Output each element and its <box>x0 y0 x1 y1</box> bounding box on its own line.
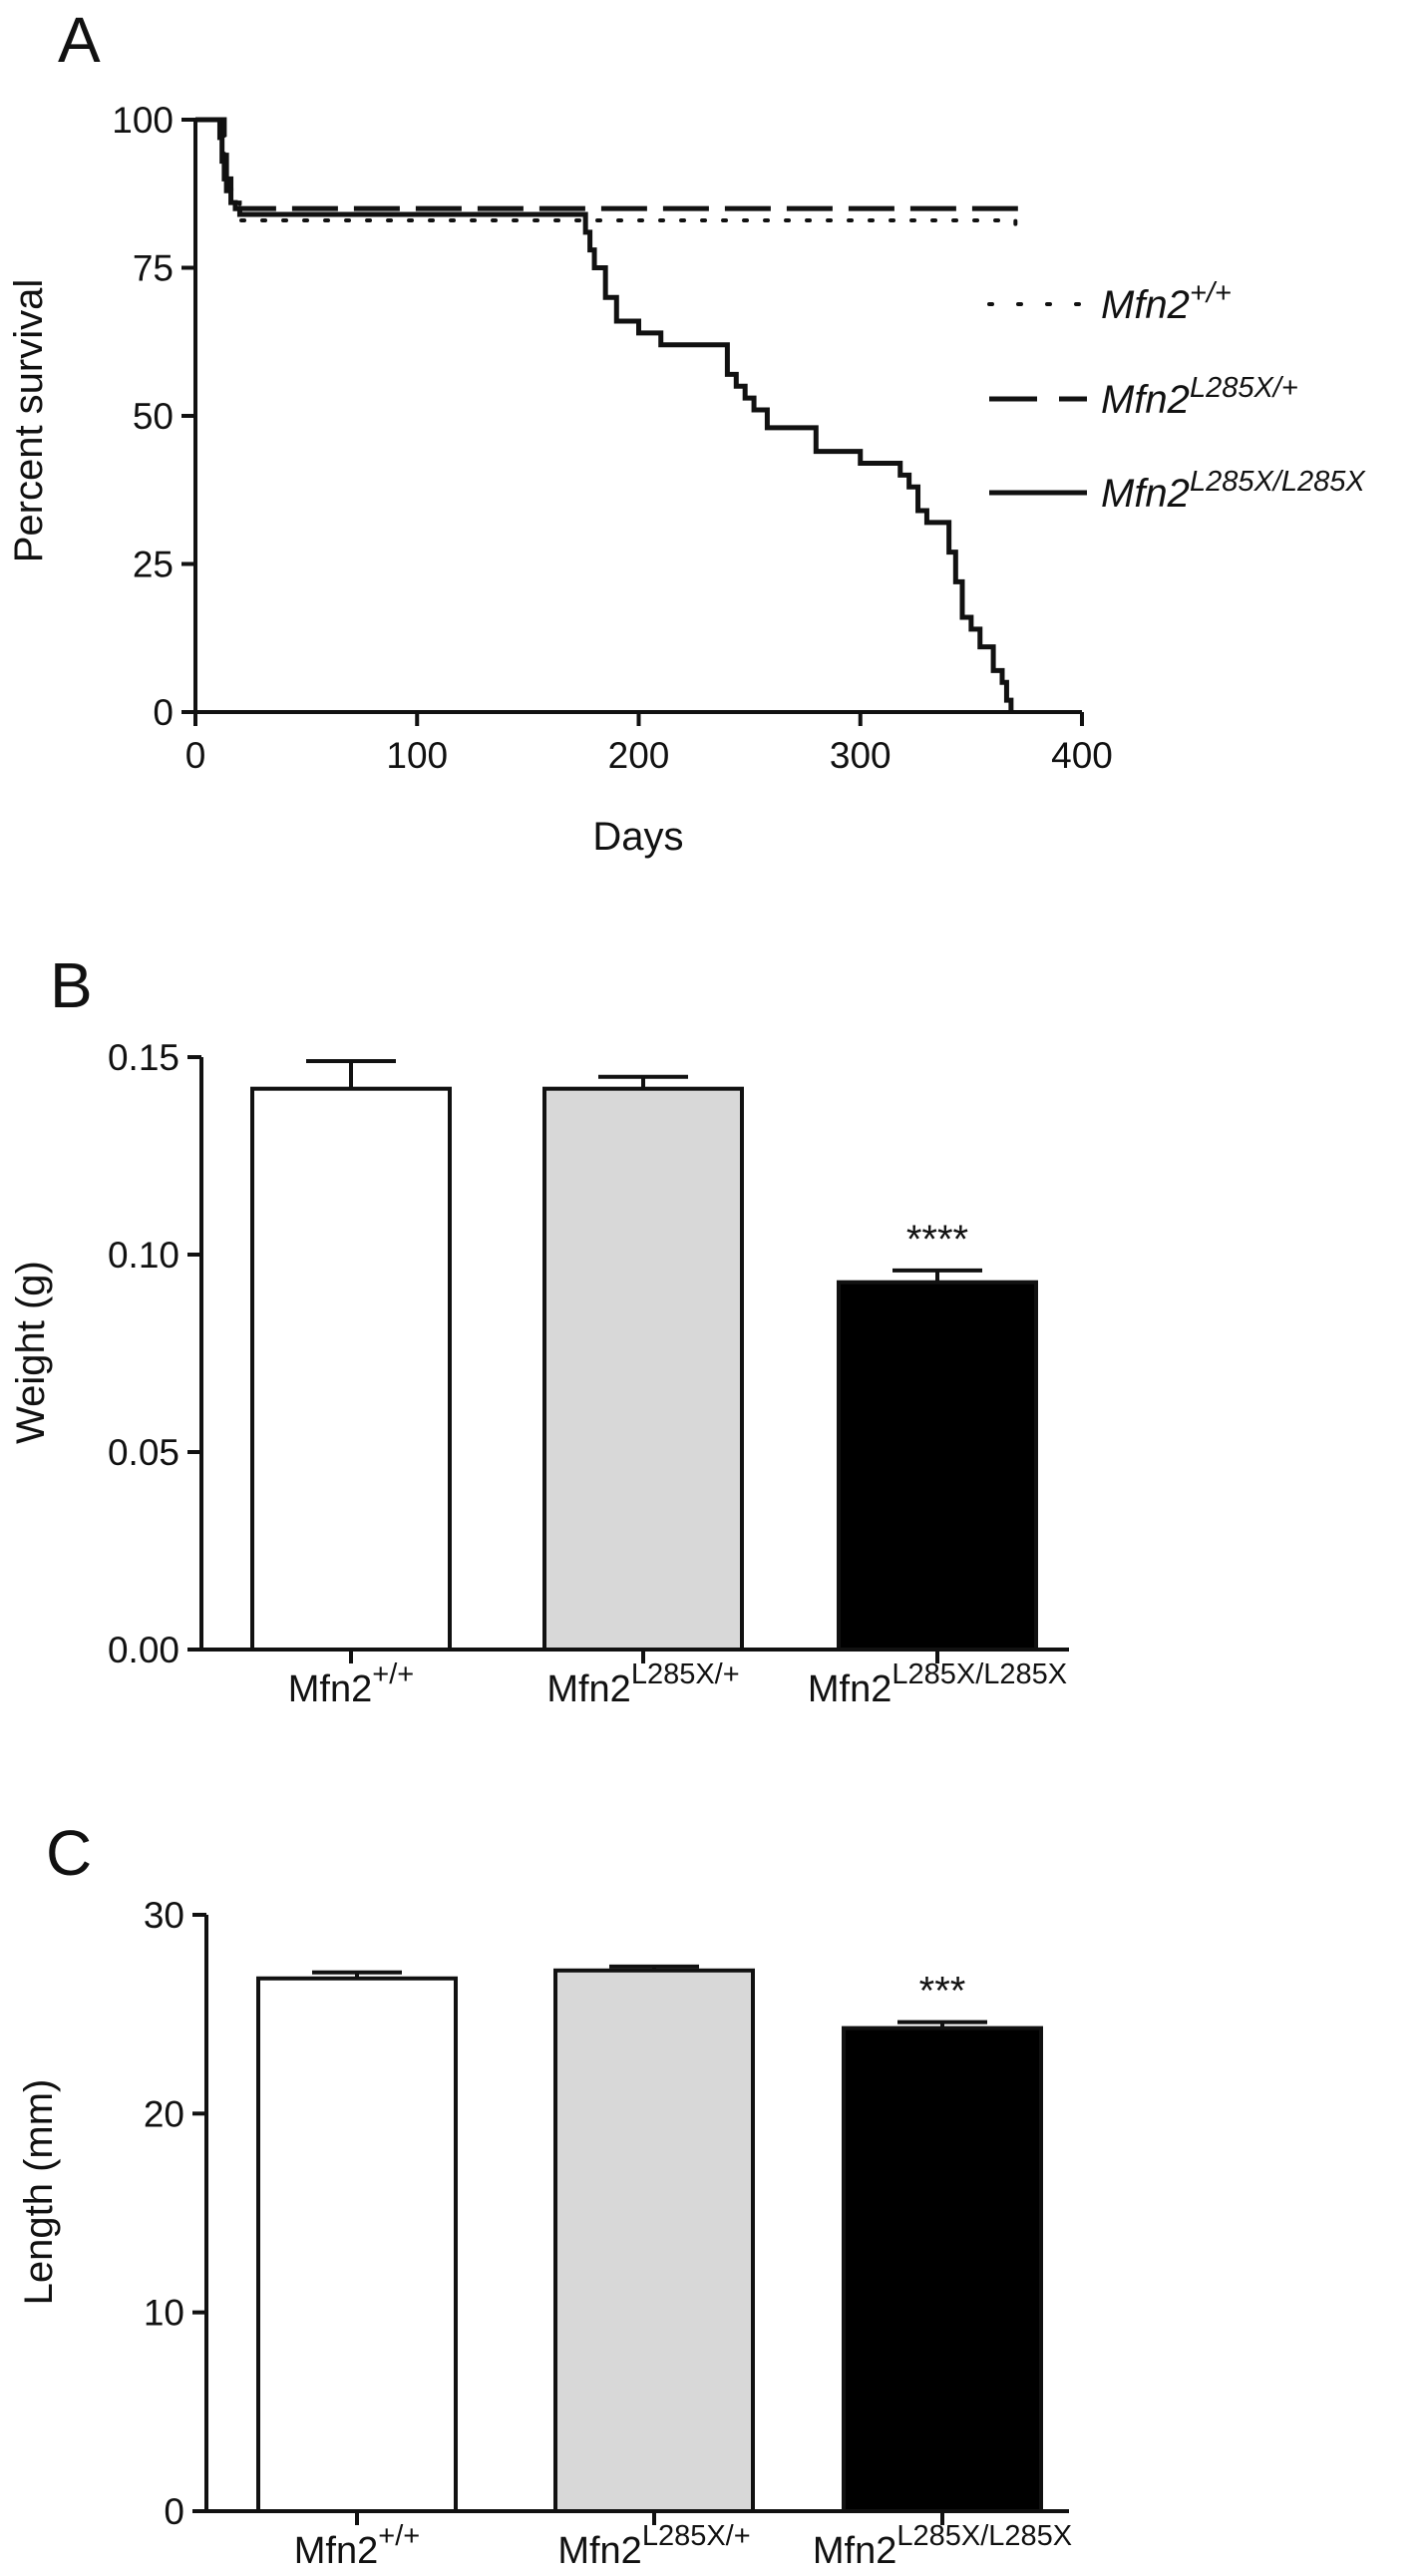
x-tick-label-200: 200 <box>608 735 670 776</box>
x-tick-label-100: 100 <box>386 735 448 776</box>
length-category-label-0: Mfn2+/+ <box>294 2520 420 2572</box>
legend-label-mfn2l285x-l285x: Mfn2L285X/L285X <box>1101 466 1366 516</box>
length-bars: *** <box>256 1964 1043 2513</box>
length-bar-0 <box>256 1976 458 2513</box>
weight-category-superscript-1: L285X/+ <box>631 1658 740 1690</box>
weight-y-tick-label-0-10: 0.10 <box>108 1235 179 1276</box>
legend-label-superscript: L285X/L285X <box>1190 466 1366 498</box>
legend-label-mfn2l285x: Mfn2L285X/+ <box>1101 372 1298 422</box>
panel-label-a: A <box>58 4 101 76</box>
x-tick-label-0: 0 <box>185 735 206 776</box>
weight-significance-2: **** <box>906 1218 968 1262</box>
legend-label-mfn2: Mfn2+/+ <box>1101 277 1232 327</box>
weight-category-superscript-2: L285X/L285X <box>891 1658 1067 1690</box>
panel-label-b: B <box>50 949 93 1021</box>
length-significance-2: *** <box>919 1970 966 2014</box>
survival-x-axis-title: Days <box>592 815 683 859</box>
length-y-tick-label-0: 0 <box>164 2491 184 2532</box>
weight-y-tick-label-0-00: 0.00 <box>108 1630 179 1670</box>
y-tick-label-100: 100 <box>112 100 174 141</box>
y-tick-label-25: 25 <box>133 545 174 585</box>
length-bar-1 <box>553 1968 755 2513</box>
weight-bars: **** <box>250 1058 1038 1653</box>
length-category-superscript-0: +/+ <box>378 2520 420 2552</box>
weight-category-label-1: Mfn2L285X/+ <box>546 1658 739 1710</box>
length-category-label-2: Mfn2L285X/L285X <box>813 2520 1072 2572</box>
length-y-tick-label-20: 20 <box>144 2093 184 2134</box>
length-y-axis-title: Length (mm) <box>17 2079 61 2306</box>
legend-label-superscript: +/+ <box>1190 277 1232 309</box>
legend-label-superscript: L285X/+ <box>1190 372 1298 404</box>
length-category-superscript-2: L285X/L285X <box>896 2520 1072 2552</box>
panel-label-c: C <box>46 1817 92 1889</box>
weight-bar-1 <box>542 1086 744 1653</box>
weight-category-label-0: Mfn2+/+ <box>288 1658 414 1710</box>
length-y-tick-label-30: 30 <box>144 1895 184 1936</box>
survival-axes: 0 100 200 300 400 0 25 50 75 100 <box>112 100 1113 776</box>
length-chart: 0 10 20 30 Mfn2+/+ Mfn2L285X/+ Mfn2L285X/L285X… <box>17 1895 1072 2572</box>
weight-y-tick-label-0-15: 0.15 <box>108 1037 179 1078</box>
y-tick-label-75: 75 <box>133 248 174 289</box>
x-tick-label-300: 300 <box>830 735 891 776</box>
length-y-tick-label-10: 10 <box>144 2293 184 2334</box>
length-category-label-1: Mfn2L285X/+ <box>557 2520 750 2572</box>
y-tick-label-50: 50 <box>133 396 174 437</box>
survival-legend: Mfn2+/+ Mfn2L285X/+ Mfn2L285X/L285X <box>987 277 1366 516</box>
weight-y-tick-label-0-05: 0.05 <box>108 1432 179 1473</box>
weight-category-label-2: Mfn2L285X/L285X <box>808 1658 1067 1710</box>
weight-bar-2 <box>837 1280 1038 1652</box>
weight-chart: 0.00 0.05 0.10 0.15 Mfn2+/+ Mfn2L285X/+ Mfn2L2… <box>9 1037 1069 1710</box>
survival-curves <box>193 117 1018 712</box>
weight-bar-0 <box>250 1086 452 1653</box>
series-line-mfn2l285x-l285x <box>195 117 1014 712</box>
survival-chart: 0 100 200 300 400 0 25 50 75 100 Mfn2+/+ Mfn2L285X… <box>7 100 1366 859</box>
y-tick-label-0: 0 <box>153 692 174 733</box>
weight-y-axis-title: Weight (g) <box>9 1261 53 1444</box>
weight-category-superscript-0: +/+ <box>372 1658 414 1690</box>
series-line-mfn2l285x <box>195 117 1018 215</box>
length-bar-2 <box>842 2025 1043 2513</box>
x-tick-label-400: 400 <box>1051 735 1113 776</box>
length-category-superscript-1: L285X/+ <box>642 2520 751 2552</box>
survival-y-axis-title: Percent survival <box>7 279 51 563</box>
